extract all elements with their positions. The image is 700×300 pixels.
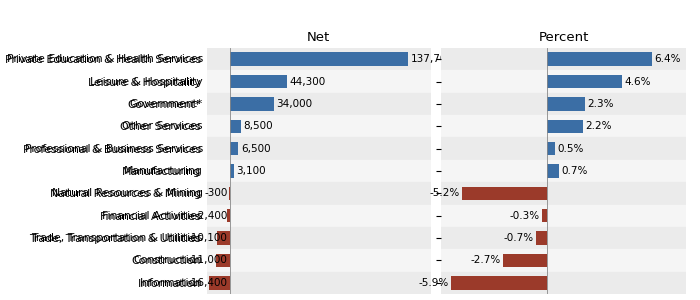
Text: -0.3%: -0.3% [510, 211, 540, 221]
Bar [547, 97, 584, 111]
Bar [441, 70, 686, 93]
Title: Net: Net [307, 31, 330, 44]
Text: 0.7%: 0.7% [561, 166, 587, 176]
Bar [547, 75, 622, 88]
Text: 6.4%: 6.4% [654, 54, 680, 64]
Bar [441, 182, 686, 205]
Bar [206, 160, 430, 182]
Bar [441, 272, 686, 294]
Bar [547, 142, 555, 155]
Bar [206, 205, 430, 227]
Bar [441, 93, 686, 115]
Text: -10,100: -10,100 [188, 233, 228, 243]
Text: Financial Activities: Financial Activities [102, 211, 203, 221]
Bar [206, 70, 430, 93]
Text: -2,400: -2,400 [195, 211, 228, 221]
Bar [230, 52, 408, 66]
Text: Government*: Government* [130, 99, 203, 109]
Bar [206, 48, 430, 70]
Bar [462, 187, 547, 200]
Bar [209, 276, 230, 290]
Bar [230, 75, 287, 88]
Bar [206, 272, 430, 294]
Text: Manufacturing: Manufacturing [124, 166, 203, 176]
Bar [206, 182, 430, 205]
Bar [441, 227, 686, 249]
Bar [230, 97, 274, 111]
Text: Trade, Transportation & Utilities: Trade, Transportation & Utilities [32, 233, 203, 243]
Text: 44,300: 44,300 [290, 76, 326, 86]
Bar [441, 160, 686, 182]
Text: -16,400: -16,400 [188, 278, 228, 288]
Bar [441, 115, 686, 137]
Bar [230, 164, 234, 178]
Bar [547, 52, 652, 66]
Bar [536, 231, 547, 245]
Text: Information: Information [140, 278, 203, 288]
Text: -300: -300 [204, 188, 228, 198]
Bar [230, 142, 238, 155]
Text: -11,000: -11,000 [188, 256, 228, 266]
Text: Professional & Business Services: Professional & Business Services [25, 144, 203, 154]
Title: Percent: Percent [538, 31, 589, 44]
Text: -2.7%: -2.7% [470, 256, 500, 266]
Text: 137,700: 137,700 [411, 54, 454, 64]
Text: Private Education & Health Services: Private Education & Health Services [7, 54, 203, 64]
Text: 4.6%: 4.6% [624, 76, 651, 86]
Bar [206, 227, 430, 249]
Bar [206, 93, 430, 115]
Bar [441, 48, 686, 70]
Bar [206, 137, 430, 160]
Bar [216, 254, 230, 267]
Text: 2.2%: 2.2% [585, 121, 612, 131]
Bar [503, 254, 547, 267]
Bar [441, 205, 686, 227]
Bar [206, 115, 430, 137]
Text: 34,000: 34,000 [276, 99, 312, 109]
Text: 6,500: 6,500 [241, 144, 270, 154]
Bar [542, 209, 547, 222]
Bar [547, 164, 559, 178]
Text: -0.7%: -0.7% [503, 233, 533, 243]
Text: -5.2%: -5.2% [430, 188, 460, 198]
Bar [206, 249, 430, 272]
Text: Natural Resources & Mining: Natural Resources & Mining [52, 188, 203, 198]
Text: Leisure & Hospitality: Leisure & Hospitality [90, 76, 203, 86]
Text: -5.9%: -5.9% [418, 278, 448, 288]
Bar [451, 276, 547, 290]
Text: 2.3%: 2.3% [587, 99, 614, 109]
Bar [441, 249, 686, 272]
Text: 0.5%: 0.5% [558, 144, 584, 154]
Text: 8,500: 8,500 [244, 121, 273, 131]
Bar [441, 137, 686, 160]
Bar [547, 120, 583, 133]
Text: Construction: Construction [134, 256, 203, 266]
Text: 3,100: 3,100 [237, 166, 266, 176]
Text: Other Services: Other Services [122, 121, 203, 131]
Bar [217, 231, 230, 245]
Bar [230, 120, 241, 133]
Bar [227, 209, 230, 222]
